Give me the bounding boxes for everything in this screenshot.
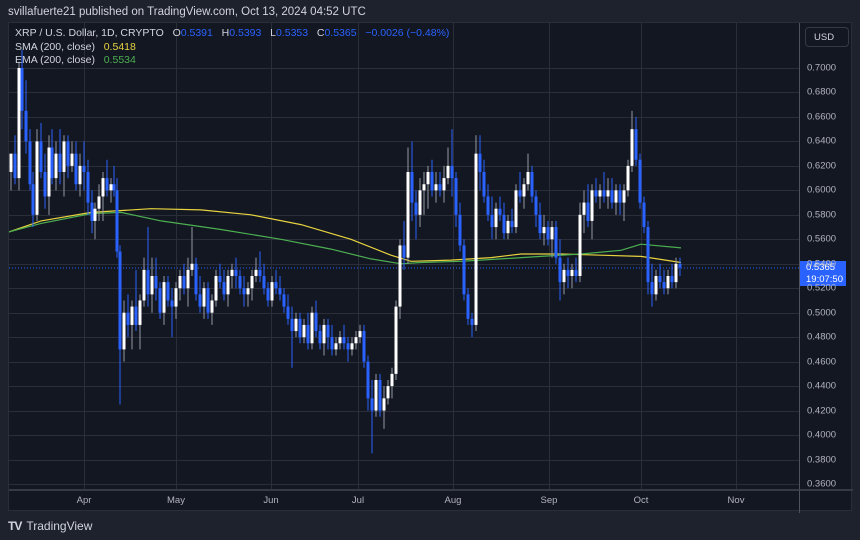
ema-value: 0.5534 — [103, 54, 136, 66]
price-tick: 0.6400 — [807, 135, 837, 147]
symbol-name: XRP / U.S. Dollar, 1D, CRYPTO — [15, 27, 164, 39]
price-tick: 0.7000 — [807, 62, 837, 74]
bar-countdown: 19:07:50 — [806, 274, 843, 286]
price-tick: 0.5800 — [807, 209, 837, 221]
price-tick: 0.5400 — [807, 258, 837, 270]
axis-corner — [799, 489, 853, 513]
price-tick: 0.5600 — [807, 233, 837, 245]
legend-symbol-row[interactable]: XRP / U.S. Dollar, 1D, CRYPTO O0.5391 H0… — [15, 27, 449, 41]
footer-brand[interactable]: TV TradingView — [8, 519, 92, 533]
low-label: L — [270, 27, 276, 39]
price-tick: 0.4400 — [807, 380, 837, 392]
open-value: 0.5391 — [180, 27, 213, 39]
tradingview-logo-icon: TV — [8, 519, 22, 533]
price-tick: 0.4000 — [807, 429, 837, 441]
low-value: 0.5353 — [275, 27, 309, 39]
time-tick-may: May — [167, 495, 185, 506]
last-price-value: 0.5365 — [806, 262, 836, 274]
sma-label: SMA (200, close) — [15, 40, 95, 53]
high-value: 0.5393 — [229, 27, 262, 39]
change-value: −0.0026 (−0.48%) — [365, 27, 450, 39]
price-tick: 0.4200 — [807, 405, 837, 417]
open-label: O — [172, 27, 181, 39]
time-tick-oct: Oct — [633, 495, 649, 506]
chart-legend: XRP / U.S. Dollar, 1D, CRYPTO O0.5391 H0… — [15, 27, 449, 68]
candlestick-chart — [9, 23, 799, 489]
publish-info: svillafuerte21 published on TradingView.… — [8, 6, 366, 18]
price-tick: 0.6600 — [807, 111, 837, 123]
time-tick-jul: Jul — [351, 495, 365, 506]
price-tick: 0.3800 — [807, 454, 837, 466]
time-tick-sep: Sep — [540, 495, 558, 506]
price-tick: 0.6000 — [807, 184, 837, 196]
high-label: H — [221, 27, 230, 39]
legend-ema-row[interactable]: EMA (200, close) 0.5534 — [15, 54, 449, 68]
time-axis[interactable]: Apr May Jun Jul Aug Sep Oct Nov — [9, 489, 799, 513]
price-tick: 0.3600 — [807, 478, 837, 490]
chart-panel[interactable]: XRP / U.S. Dollar, 1D, CRYPTO O0.5391 H0… — [8, 22, 853, 513]
price-tick: 0.6200 — [807, 160, 837, 172]
ema-label: EMA (200, close) — [15, 54, 95, 66]
time-tick-jun: Jun — [263, 495, 279, 506]
price-tick: 0.6800 — [807, 86, 837, 98]
last-price-badge: 0.5365 19:07:50 — [800, 261, 846, 287]
close-value: 0.5365 — [324, 27, 357, 39]
price-tick: 0.5000 — [807, 307, 837, 319]
time-tick-nov: Nov — [727, 495, 745, 506]
plot-area[interactable]: XRP / U.S. Dollar, 1D, CRYPTO O0.5391 H0… — [9, 23, 799, 489]
time-tick-apr: Apr — [76, 495, 92, 506]
time-tick-aug: Aug — [444, 495, 462, 506]
close-label: C — [316, 27, 325, 39]
sma-value: 0.5418 — [103, 40, 136, 53]
price-tick: 0.4800 — [807, 331, 837, 343]
brand-name: TradingView — [26, 519, 93, 533]
legend-sma-row[interactable]: SMA (200, close) 0.5418 — [15, 41, 449, 55]
price-axis[interactable]: USD 0.5365 19:07:50 0.7000 0.6800 0.6600 0.… — [799, 23, 853, 489]
currency-button[interactable]: USD — [805, 27, 849, 47]
price-tick: 0.4600 — [807, 356, 837, 368]
price-tick: 0.5200 — [807, 282, 837, 294]
